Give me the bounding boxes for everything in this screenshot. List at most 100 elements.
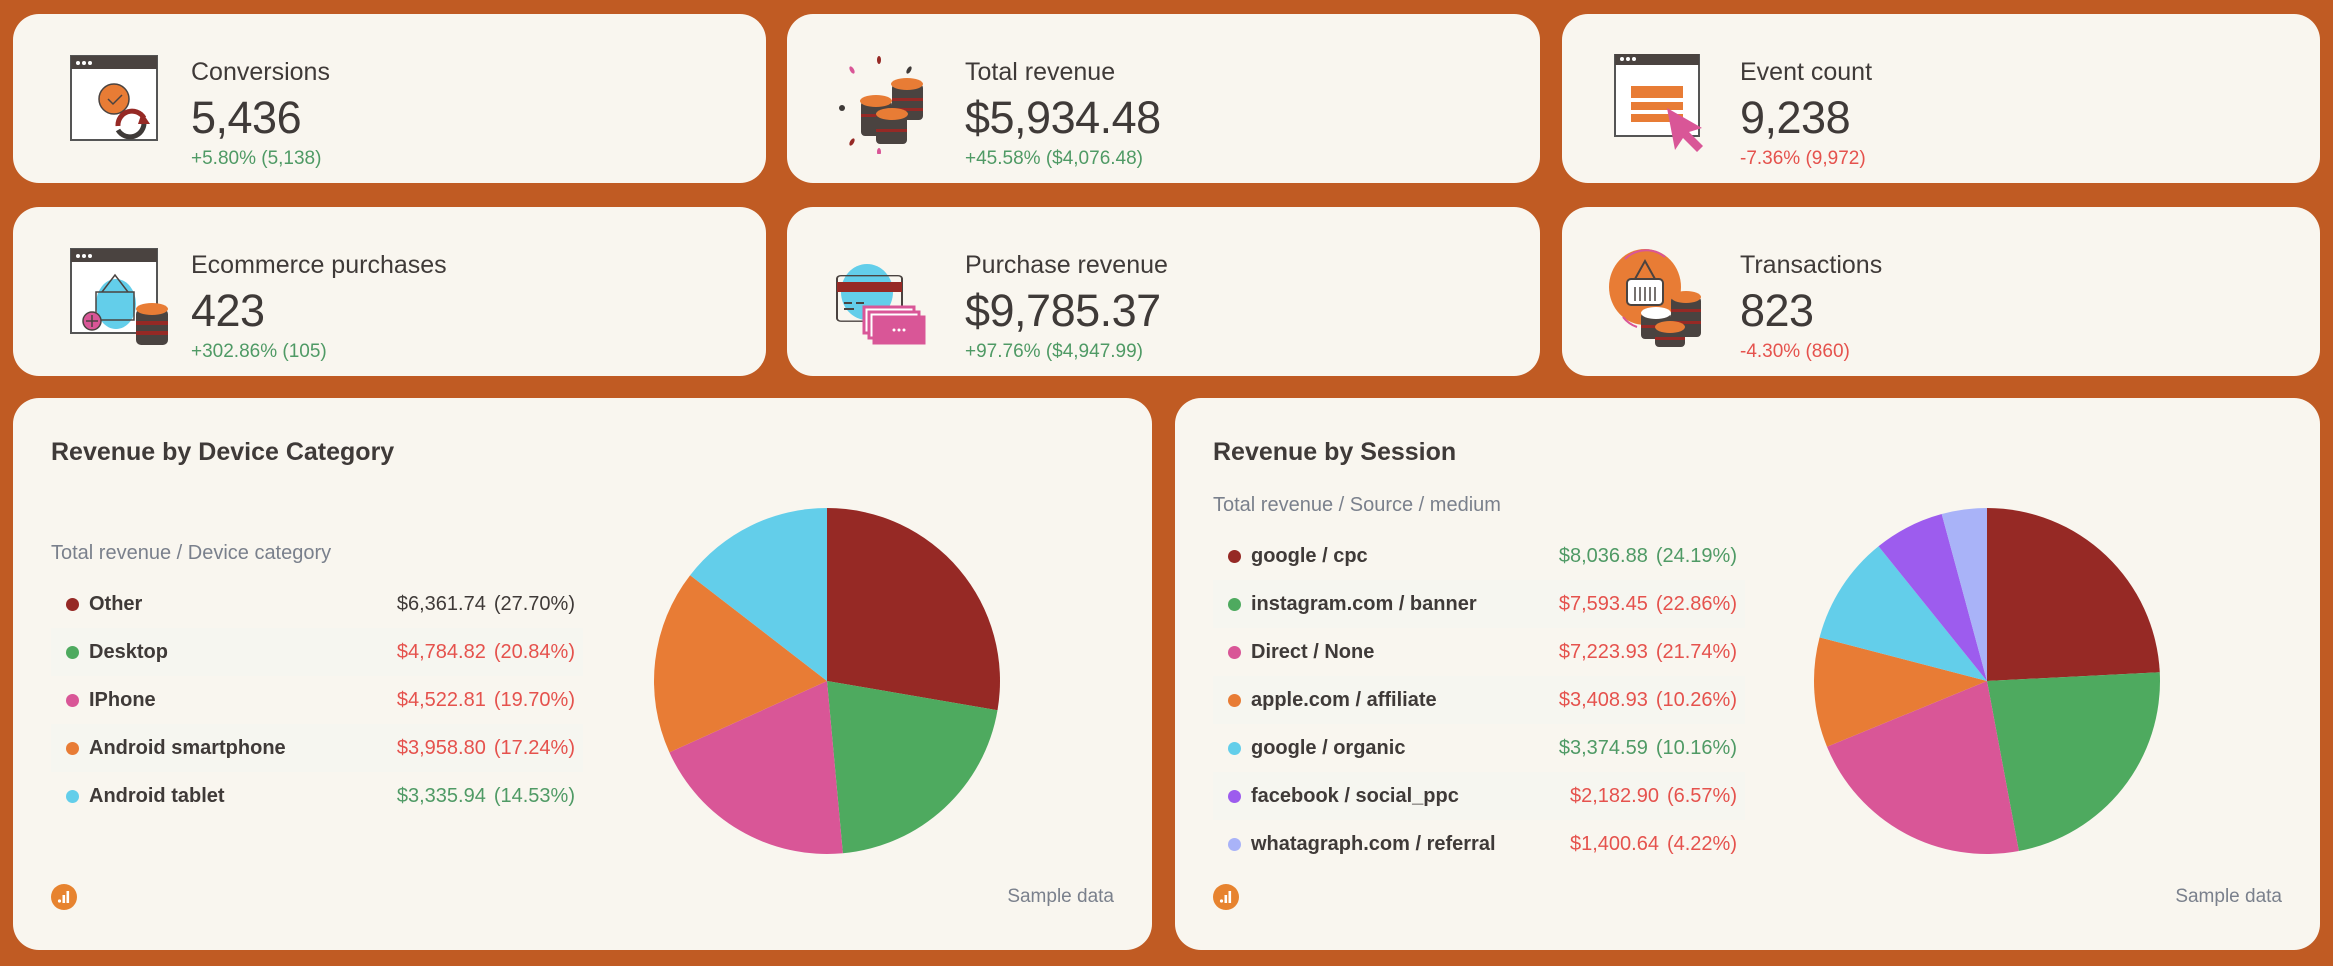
legend-value: $3,335.94	[396, 784, 486, 807]
kpi-label: Conversions	[191, 58, 330, 86]
legend-color-dot	[1228, 549, 1241, 563]
pie-slice[interactable]	[1878, 514, 1987, 681]
panel-title: Revenue by Session	[1213, 438, 1457, 466]
kpi-label: Transactions	[1740, 251, 1883, 279]
kpi-card-conversions: Conversions 5,436 +5.80% (5,138)	[13, 14, 766, 183]
legend-color-dot	[1228, 597, 1241, 611]
kpi-label: Purchase revenue	[965, 251, 1168, 279]
pie-slice[interactable]	[1826, 681, 2019, 854]
legend-percent: (22.86%)	[1655, 592, 1737, 615]
pie-chart-session[interactable]	[1812, 506, 2162, 856]
legend-label: google / cpc	[1251, 544, 1368, 567]
legend-label: IPhone	[89, 688, 156, 711]
kpi-label: Event count	[1740, 58, 1873, 86]
kpi-value: 5,436	[191, 92, 302, 143]
legend-value: $8,036.88	[1558, 544, 1648, 567]
sample-data-label: Sample data	[2175, 886, 2282, 907]
kpi-label: Total revenue	[965, 58, 1116, 86]
pie-slice[interactable]	[1814, 637, 1987, 747]
pie-slice[interactable]	[827, 508, 1000, 711]
legend-percent: (20.84%)	[493, 640, 575, 663]
panel-revenue-by-session: Revenue by Session Total revenue / Sourc…	[1175, 398, 2320, 950]
legend-percent: (14.53%)	[493, 784, 575, 807]
legend-row[interactable]: facebook / social_ppc $2,182.90 (6.57%)	[1213, 772, 1745, 820]
legend-color-dot	[66, 741, 79, 755]
kpi-delta: +302.86% (105)	[191, 341, 327, 362]
legend-row[interactable]: Other $6,361.74 (27.70%)	[51, 580, 583, 628]
legend-row[interactable]: google / organic $3,374.59 (10.16%)	[1213, 724, 1745, 772]
kpi-card-purchase-revenue: Purchase revenue $9,785.37 +97.76% ($4,9…	[787, 207, 1540, 376]
legend-percent: (27.70%)	[493, 592, 575, 615]
kpi-value: 423	[191, 285, 265, 336]
legend-label: Direct / None	[1251, 640, 1375, 663]
pie-slice[interactable]	[1987, 672, 2160, 852]
legend-color-dot	[1228, 693, 1241, 707]
legend-row[interactable]: Direct / None $7,223.93 (21.74%)	[1213, 628, 1745, 676]
legend-value: $6,361.74	[396, 592, 486, 615]
panel-subtitle: Total revenue / Device category	[51, 542, 332, 564]
kpi-delta: +5.80% (5,138)	[191, 148, 322, 169]
legend-value: $4,522.81	[396, 688, 486, 711]
legend-value: $7,223.93	[1558, 640, 1648, 663]
legend-value: $4,784.82	[396, 640, 486, 663]
pie-slice[interactable]	[827, 681, 998, 854]
legend-label: apple.com / affiliate	[1251, 688, 1437, 711]
legend-color-dot	[66, 693, 79, 707]
legend-value: $3,958.80	[396, 736, 486, 759]
legend-percent: (24.19%)	[1655, 544, 1737, 567]
legend-percent: (17.24%)	[493, 736, 575, 759]
legend-label: whatagraph.com / referral	[1251, 832, 1496, 855]
legend-color-dot	[1228, 645, 1241, 659]
legend-color-dot	[1228, 741, 1241, 755]
kpi-delta: -4.30% (860)	[1740, 341, 1850, 362]
legend-label: Other	[89, 592, 143, 615]
kpi-value: 823	[1740, 285, 1814, 336]
legend-table: google / cpc $8,036.88 (24.19%) instagram.c…	[1213, 532, 1745, 868]
coin-stacks-icon	[839, 56, 923, 154]
pie-slice[interactable]	[690, 508, 827, 681]
legend-row[interactable]: Android smartphone $3,958.80 (17.24%)	[51, 724, 583, 772]
credit-card-cash-icon	[836, 264, 926, 345]
legend-value: $2,182.90	[1569, 784, 1659, 807]
pie-slice[interactable]	[669, 681, 843, 854]
kpi-card-transactions: Transactions 823 -4.30% (860)	[1562, 207, 2320, 376]
kpi-delta: +45.58% ($4,076.48)	[965, 148, 1143, 169]
legend-row[interactable]: Android tablet $3,335.94 (14.53%)	[51, 772, 583, 820]
panel-subtitle: Total revenue / Source / medium	[1213, 494, 1501, 516]
panel-title: Revenue by Device Category	[51, 438, 395, 466]
whatagraph-logo-icon	[51, 884, 77, 910]
legend-row[interactable]: Desktop $4,784.82 (20.84%)	[51, 628, 583, 676]
legend-row[interactable]: IPhone $4,522.81 (19.70%)	[51, 676, 583, 724]
pie-slice[interactable]	[1941, 508, 1987, 681]
legend-label: instagram.com / banner	[1251, 592, 1477, 615]
kpi-card-event-count: Event count 9,238 -7.36% (9,972)	[1562, 14, 2320, 183]
sample-data-label: Sample data	[1007, 886, 1114, 907]
pie-slice[interactable]	[1819, 546, 1987, 681]
whatagraph-logo-icon	[1213, 884, 1239, 910]
legend-table: Other $6,361.74 (27.70%) Desktop $4,784.82 (2…	[51, 580, 583, 820]
kpi-delta: -7.36% (9,972)	[1740, 148, 1866, 169]
kpi-value: $9,785.37	[965, 285, 1161, 336]
legend-color-dot	[1228, 789, 1241, 803]
basket-window-icon	[70, 248, 168, 345]
legend-label: Android smartphone	[89, 736, 286, 759]
kpi-delta: +97.76% ($4,947.99)	[965, 341, 1143, 362]
legend-label: Android tablet	[89, 784, 225, 807]
legend-label: facebook / social_ppc	[1251, 784, 1459, 807]
pie-slice[interactable]	[1987, 508, 2160, 681]
legend-label: google / organic	[1251, 736, 1406, 759]
panel-revenue-by-device: Revenue by Device Category Total revenue…	[13, 398, 1152, 950]
legend-row[interactable]: instagram.com / banner $7,593.45 (22.86%)	[1213, 580, 1745, 628]
legend-row[interactable]: google / cpc $8,036.88 (24.19%)	[1213, 532, 1745, 580]
legend-label: Desktop	[89, 640, 168, 663]
legend-color-dot	[1228, 837, 1241, 851]
window-cursor-icon	[1614, 54, 1703, 152]
legend-value: $1,400.64	[1569, 832, 1659, 855]
legend-value: $3,408.93	[1558, 688, 1648, 711]
pie-chart-device[interactable]	[652, 506, 1002, 856]
legend-row[interactable]: apple.com / affiliate $3,408.93 (10.26%)	[1213, 676, 1745, 724]
kpi-value: $5,934.48	[965, 92, 1161, 143]
pie-slice[interactable]	[654, 575, 827, 753]
legend-row[interactable]: whatagraph.com / referral $1,400.64 (4.22%…	[1213, 820, 1745, 868]
kpi-label: Ecommerce purchases	[191, 251, 447, 279]
